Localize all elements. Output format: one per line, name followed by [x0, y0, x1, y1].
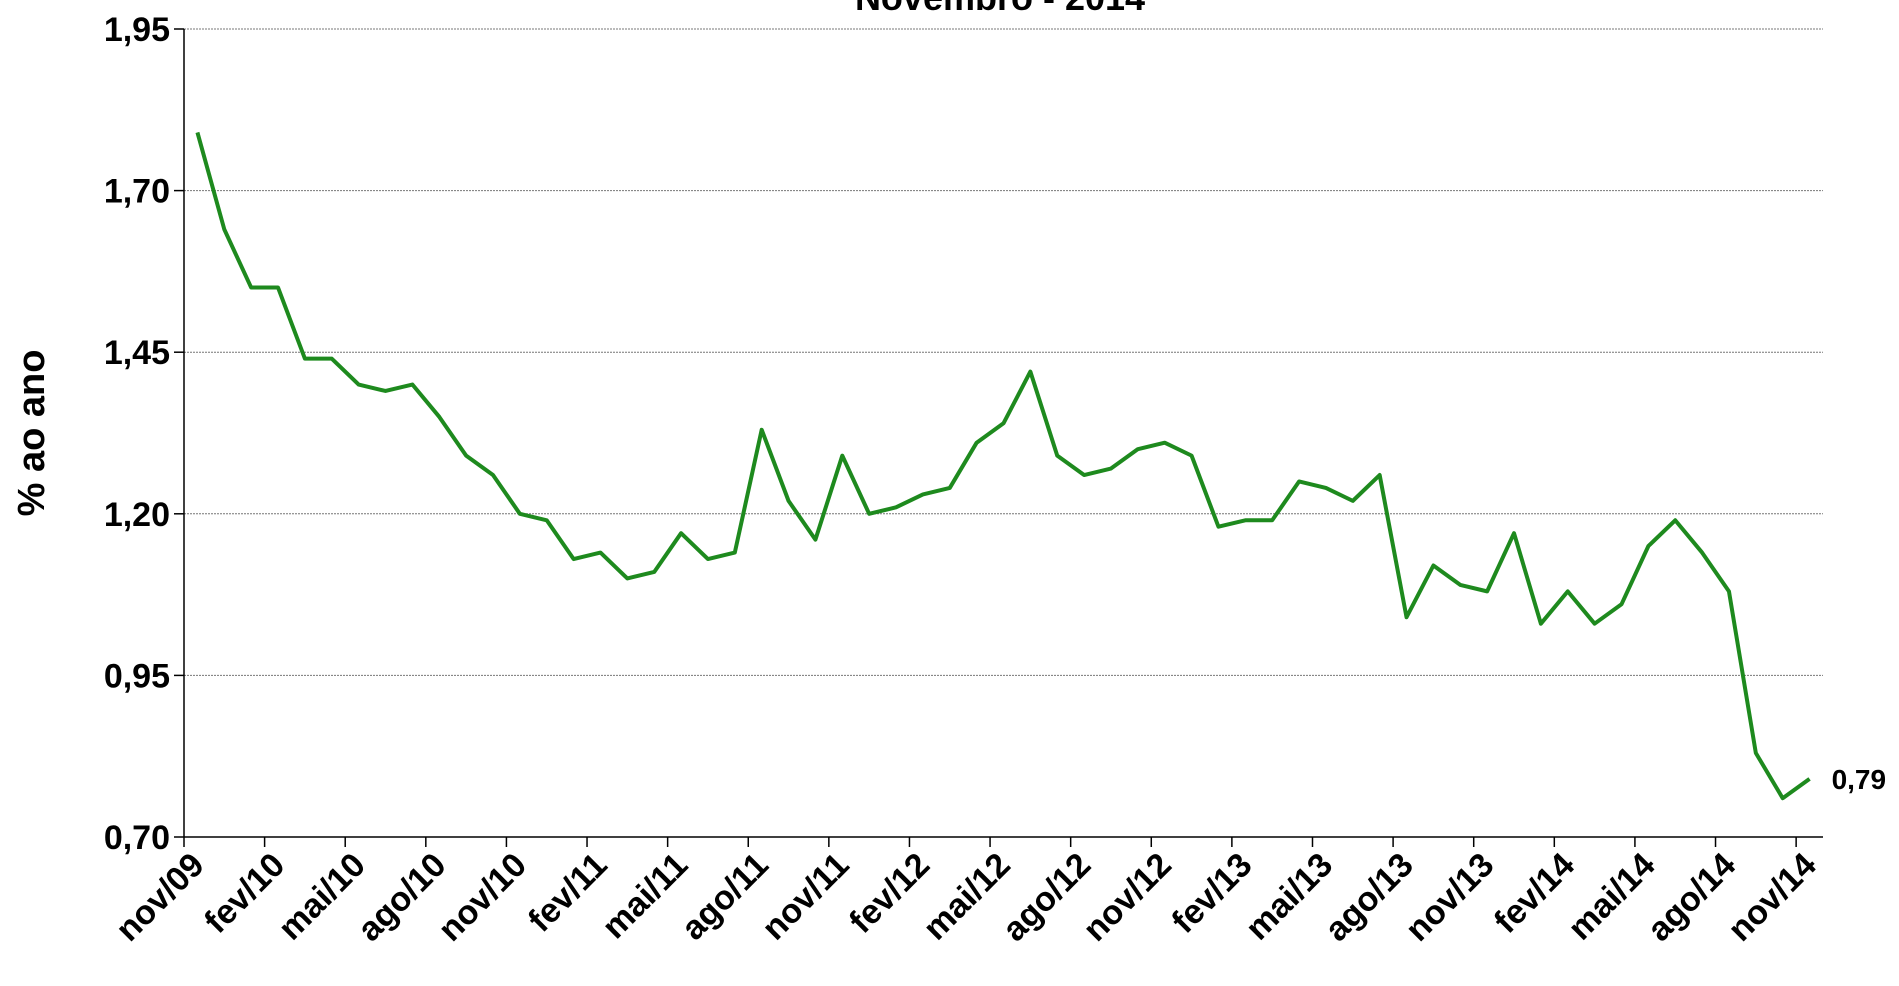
chart-title: Novembro - 2014: [855, 0, 1145, 18]
y-tick-label: 1,20: [104, 496, 170, 534]
x-tick-label: ago/14: [1640, 846, 1743, 949]
x-tick-label: nov/10: [431, 846, 534, 949]
x-tick-label: mai/10: [271, 846, 373, 948]
x-tick-label: nov/11: [755, 846, 857, 948]
y-tick-label: 1,70: [104, 173, 170, 211]
x-tick-label: nov/14: [1721, 846, 1824, 949]
x-tick-label: ago/11: [674, 846, 776, 948]
x-tick-label: nov/09: [109, 846, 212, 949]
x-tick-label: mai/12: [916, 846, 1018, 948]
y-axis-label: % ao ano: [11, 350, 53, 517]
x-tick-label: mai/11: [595, 846, 695, 946]
x-tick-label: mai/14: [1561, 846, 1663, 948]
y-tick-label: 1,45: [104, 334, 170, 372]
x-tick-label: ago/10: [350, 846, 453, 949]
x-tick-label: nov/13: [1398, 846, 1501, 949]
x-tick-label: ago/13: [1318, 846, 1421, 949]
y-tick-label: 1,95: [104, 11, 170, 49]
x-tick-label: ago/12: [995, 846, 1098, 949]
y-tick-label: 0,95: [104, 657, 170, 695]
data-label: 0,79: [1832, 764, 1887, 795]
y-tick-label: 0,70: [104, 819, 170, 857]
x-tick-label: nov/12: [1076, 846, 1179, 949]
x-tick-label: mai/13: [1238, 846, 1340, 948]
line: [195, 131, 1811, 801]
